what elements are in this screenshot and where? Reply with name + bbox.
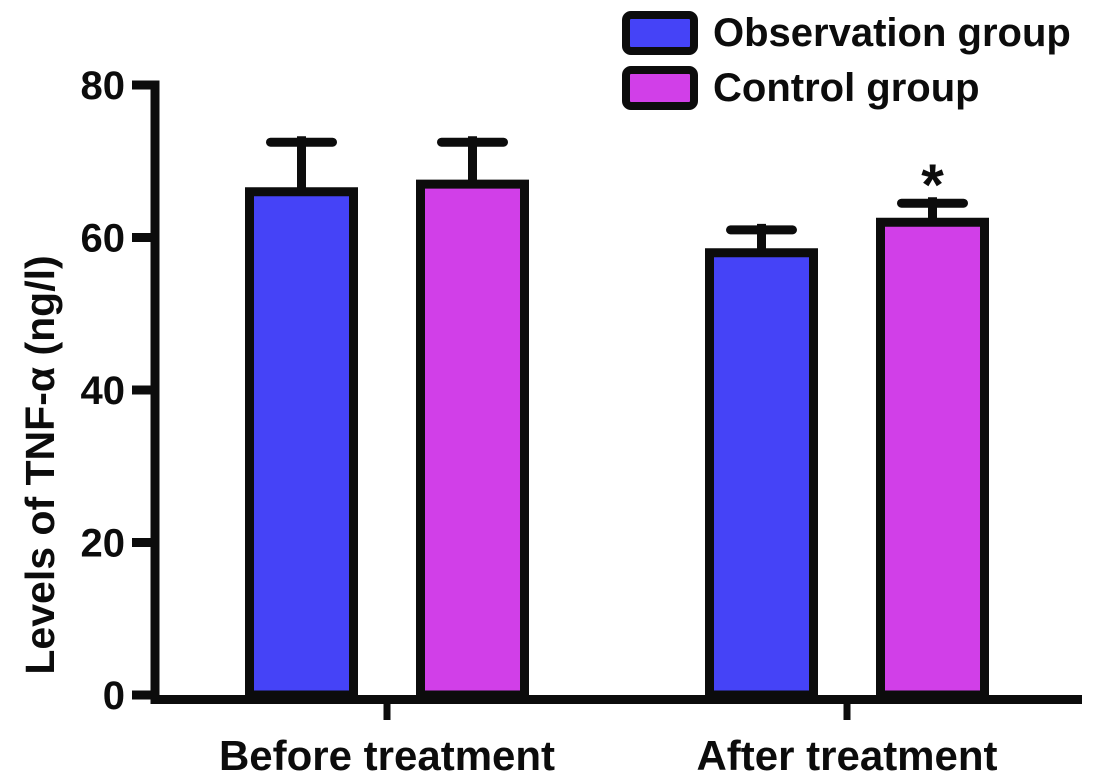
y-tick-label-60: 60 (81, 217, 126, 261)
y-axis-title: Levels of TNF-α (ng/l) (17, 255, 63, 674)
bar-observation-group-after-treatment (705, 248, 818, 700)
significance-asterisk: * (921, 153, 944, 218)
x-category-label-after-treatment: After treatment (696, 732, 997, 779)
legend-item-control-group: Control group (622, 66, 1071, 110)
legend-item-observation-group: Observation group (622, 11, 1071, 55)
bar-control-group-before-treatment (416, 179, 529, 700)
y-tick-label-40: 40 (81, 369, 126, 413)
legend-swatch-observation-group (622, 11, 698, 55)
y-tick-label-80: 80 (81, 64, 126, 108)
legend-label-control-group: Control group (713, 66, 980, 110)
legend-swatch-control-group (622, 66, 698, 110)
y-tick-label-0: 0 (103, 674, 125, 718)
bar-control-group-after-treatment (876, 217, 989, 700)
chart-legend: Observation group Control group (622, 11, 1071, 110)
bar-observation-group-before-treatment (245, 187, 358, 700)
legend-label-observation-group: Observation group (713, 11, 1071, 55)
y-tick-label-20: 20 (81, 522, 126, 566)
x-category-label-before-treatment: Before treatment (219, 732, 555, 779)
